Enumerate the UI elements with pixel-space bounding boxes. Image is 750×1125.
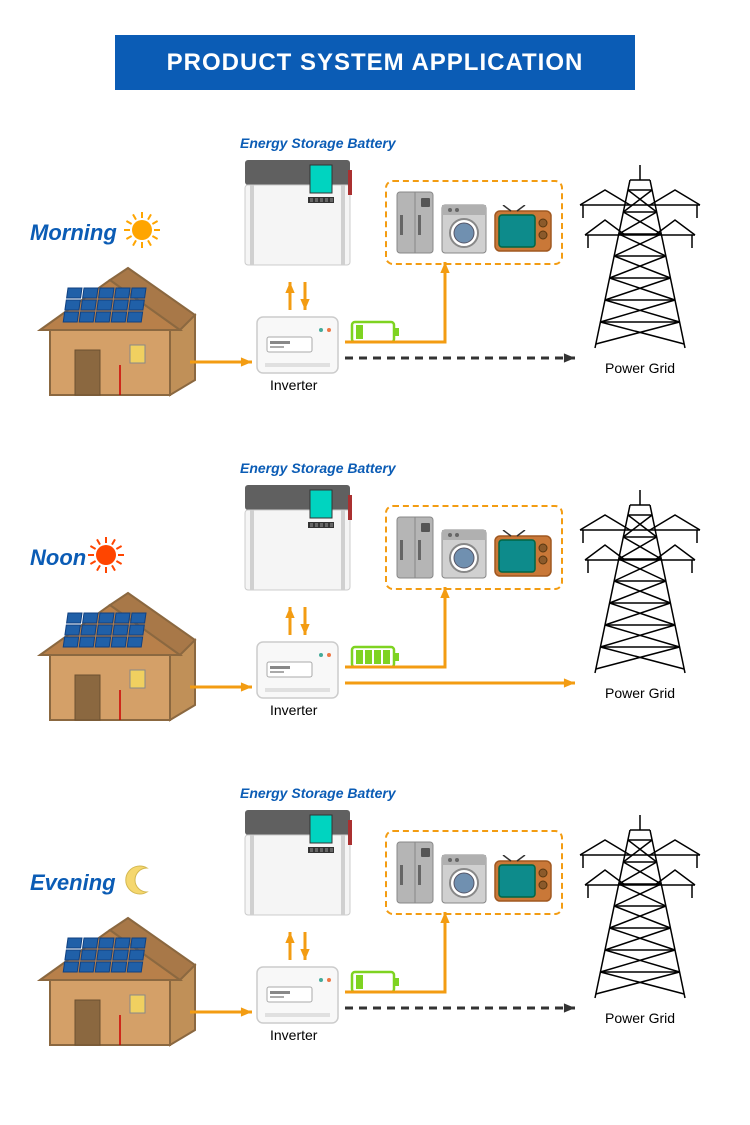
sun-icon: [86, 535, 126, 580]
house-icon: [20, 250, 200, 405]
appliances-group: [385, 505, 563, 590]
grid-label: Power Grid: [605, 685, 675, 701]
appliances-group: [385, 830, 563, 915]
battery-label: Energy Storage Battery: [240, 785, 396, 801]
inverter-label: Inverter: [270, 702, 317, 718]
scenario-morning: Morning Energy Storage Battery: [0, 130, 750, 440]
inverter-icon: [255, 965, 340, 1030]
fridge-icon: [395, 840, 435, 905]
battery-level-icon: [350, 645, 402, 674]
battery-level-icon: [350, 320, 402, 349]
fridge-icon: [395, 515, 435, 580]
power-tower-icon: [575, 160, 705, 355]
moon-icon: [122, 860, 162, 905]
tv-icon: [493, 205, 553, 255]
washer-icon: [440, 528, 488, 580]
grid-label: Power Grid: [605, 360, 675, 376]
house-icon: [20, 575, 200, 730]
power-tower-icon: [575, 485, 705, 680]
washer-icon: [440, 203, 488, 255]
inverter-label: Inverter: [270, 377, 317, 393]
time-label: Morning: [30, 220, 117, 246]
appliances-group: [385, 180, 563, 265]
washer-icon: [440, 853, 488, 905]
battery-icon: [240, 480, 355, 600]
tv-icon: [493, 530, 553, 580]
grid-label: Power Grid: [605, 1010, 675, 1026]
battery-label: Energy Storage Battery: [240, 135, 396, 151]
tv-icon: [493, 855, 553, 905]
house-icon: [20, 900, 200, 1055]
scenario-evening: Evening Energy Storage Battery: [0, 780, 750, 1090]
inverter-icon: [255, 640, 340, 705]
inverter-icon: [255, 315, 340, 380]
power-tower-icon: [575, 810, 705, 1005]
time-label: Noon: [30, 545, 86, 571]
battery-label: Energy Storage Battery: [240, 460, 396, 476]
title-text: PRODUCT SYSTEM APPLICATION: [167, 49, 584, 77]
inverter-label: Inverter: [270, 1027, 317, 1043]
sun-icon: [122, 210, 162, 255]
scenario-noon: Noon Energy Storage Battery: [0, 455, 750, 765]
time-label: Evening: [30, 870, 116, 896]
battery-icon: [240, 155, 355, 275]
battery-level-icon: [350, 970, 402, 999]
battery-icon: [240, 805, 355, 925]
title-banner: PRODUCT SYSTEM APPLICATION: [115, 35, 635, 90]
fridge-icon: [395, 190, 435, 255]
